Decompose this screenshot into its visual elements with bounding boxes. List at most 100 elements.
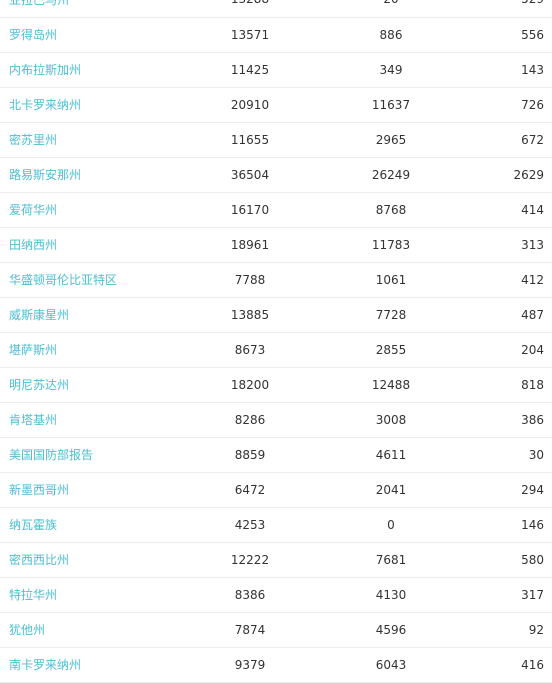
table-row: 亚拉巴马州1328820529: [0, 0, 552, 17]
state-name-link[interactable]: 美国国防部报告: [9, 448, 94, 462]
value-col-3: 529: [477, 0, 552, 17]
value-col-3: 146: [521, 517, 544, 532]
value-col-2: 3008: [375, 412, 407, 427]
value-col-1: 6472: [234, 482, 266, 497]
value-col-1: 8286: [234, 412, 266, 427]
value-col-3: 580: [521, 552, 544, 567]
table-row: 北卡罗来纳州 20910 11637 726: [0, 87, 552, 122]
state-name-link[interactable]: 亚拉巴马州: [0, 0, 195, 17]
value-col-1: 4253: [234, 517, 266, 532]
value-col-2: 2041: [375, 482, 407, 497]
value-col-1: 13885: [230, 307, 270, 322]
value-col-3: 92: [528, 622, 544, 637]
value-col-1: 8859: [234, 447, 266, 462]
value-col-2: 7681: [375, 552, 407, 567]
value-col-2: 349: [379, 62, 403, 77]
value-col-1: 12222: [230, 552, 270, 567]
value-col-1: 9379: [234, 657, 266, 672]
state-name-link[interactable]: 威斯康星州: [9, 308, 70, 322]
state-name-link[interactable]: 爱荷华州: [9, 203, 58, 217]
state-name-link[interactable]: 密苏里州: [9, 133, 58, 147]
value-col-1: 7788: [234, 272, 266, 287]
value-col-2: 11783: [371, 237, 411, 252]
value-col-3: 204: [521, 342, 544, 357]
table-row: 肯塔基州 8286 3008 386: [0, 402, 552, 437]
state-name-link[interactable]: 罗得岛州: [9, 28, 58, 42]
value-col-2: 6043: [375, 657, 407, 672]
value-col-2: 886: [379, 27, 403, 42]
table-row: 威斯康星州 13885 7728 487: [0, 297, 552, 332]
value-col-3: 313: [521, 237, 544, 252]
value-col-2: 7728: [375, 307, 407, 322]
state-name-link[interactable]: 北卡罗来纳州: [9, 98, 82, 112]
state-name-link[interactable]: 新墨西哥州: [9, 483, 70, 497]
state-name-link[interactable]: 内布拉斯加州: [9, 63, 82, 77]
state-name-link[interactable]: 密西西比州: [9, 553, 70, 567]
table-row: 爱荷华州 16170 8768 414: [0, 192, 552, 227]
table-row: 纳瓦霍族 4253 0 146: [0, 507, 552, 542]
table-row: 内布拉斯加州 11425 349 143: [0, 52, 552, 87]
value-col-2: 4611: [375, 447, 407, 462]
value-col-3: 30: [528, 447, 544, 462]
value-col-1: 18961: [230, 237, 270, 252]
value-col-3: 818: [521, 377, 544, 392]
value-col-1: 8673: [234, 342, 266, 357]
value-col-3: 414: [521, 202, 544, 217]
state-name-link[interactable]: 特拉华州: [9, 588, 58, 602]
value-col-1: 13571: [230, 27, 270, 42]
state-name-link[interactable]: 明尼苏达州: [9, 378, 70, 392]
state-name-link[interactable]: 堪萨斯州: [9, 343, 58, 357]
value-col-2: 4130: [375, 587, 407, 602]
table-row: 密西西比州 12222 7681 580: [0, 542, 552, 577]
value-col-3: 317: [521, 587, 544, 602]
value-col-3: 416: [521, 657, 544, 672]
value-col-1: 11655: [230, 132, 270, 147]
value-col-2: 26249: [371, 167, 411, 182]
state-name-link[interactable]: 路易斯安那州: [9, 168, 82, 182]
value-col-1: 20910: [230, 97, 270, 112]
state-name-link[interactable]: 华盛顿哥伦比亚特区: [9, 273, 118, 287]
value-col-1: 36504: [230, 167, 270, 182]
value-col-2: 2855: [375, 342, 407, 357]
value-col-1: 7874: [234, 622, 266, 637]
table-row: 明尼苏达州 18200 12488 818: [0, 367, 552, 402]
state-name-link[interactable]: 肯塔基州: [9, 413, 58, 427]
value-col-3: 412: [521, 272, 544, 287]
value-col-3: 2629: [513, 167, 544, 182]
value-col-2: 12488: [371, 377, 411, 392]
table-row: 特拉华州 8386 4130 317: [0, 577, 552, 612]
value-col-3: 386: [521, 412, 544, 427]
table-row: 华盛顿哥伦比亚特区 7788 1061 412: [0, 262, 552, 297]
value-col-2: 20: [305, 0, 477, 17]
table-row: 新墨西哥州 6472 2041 294: [0, 472, 552, 507]
value-col-2: 4596: [375, 622, 407, 637]
value-col-1: 8386: [234, 587, 266, 602]
table-row: 美国国防部报告 8859 4611 30: [0, 437, 552, 472]
value-col-3: 487: [521, 307, 544, 322]
table-row: 罗得岛州 13571 886 556: [0, 17, 552, 52]
table-row: 密苏里州 11655 2965 672: [0, 122, 552, 157]
table-row: 路易斯安那州 36504 26249 2629: [0, 157, 552, 192]
table-row: 堪萨斯州 8673 2855 204: [0, 332, 552, 367]
table-row: 南卡罗来纳州 9379 6043 416: [0, 647, 552, 682]
value-col-2: 1061: [375, 272, 407, 287]
value-col-3: 672: [521, 132, 544, 147]
value-col-1: 13288: [195, 0, 305, 17]
value-col-2: 11637: [371, 97, 411, 112]
value-col-2: 8768: [375, 202, 407, 217]
value-col-2: 0: [387, 517, 395, 532]
state-name-link[interactable]: 南卡罗来纳州: [9, 658, 82, 672]
state-name-link[interactable]: 犹他州: [9, 623, 46, 637]
value-col-3: 143: [521, 62, 544, 77]
value-col-3: 556: [521, 27, 544, 42]
state-name-link[interactable]: 纳瓦霍族: [9, 518, 58, 532]
value-col-1: 11425: [230, 62, 270, 77]
value-col-2: 2965: [375, 132, 407, 147]
value-col-1: 18200: [230, 377, 270, 392]
state-name-link[interactable]: 田纳西州: [9, 238, 58, 252]
value-col-3: 726: [521, 97, 544, 112]
table-row: 犹他州 7874 4596 92: [0, 612, 552, 647]
